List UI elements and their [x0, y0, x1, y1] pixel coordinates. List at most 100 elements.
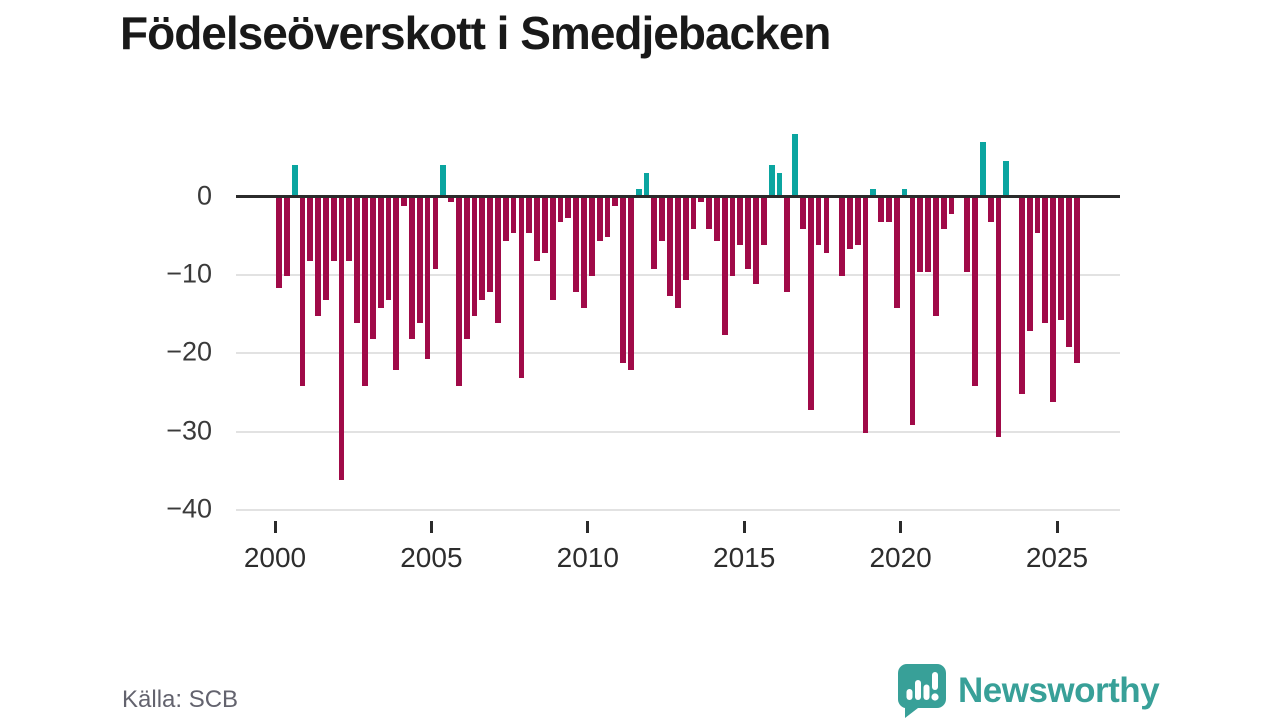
bar	[362, 198, 368, 387]
zero-axis-line	[236, 195, 1120, 198]
x-axis-tick-mark	[1055, 521, 1059, 533]
x-axis-tick-label: 2020	[869, 542, 932, 573]
bar	[479, 198, 486, 300]
bar	[471, 198, 478, 316]
bar	[1003, 161, 1010, 197]
gridline	[236, 352, 1120, 355]
bar	[714, 198, 720, 242]
source-label: Källa: SCB	[122, 686, 239, 713]
bar	[792, 133, 799, 197]
gridline	[236, 430, 1120, 433]
bar	[995, 198, 1002, 438]
bar	[659, 198, 666, 242]
bar	[893, 198, 900, 308]
bar	[972, 198, 978, 387]
x-axis-tick-label: 2005	[400, 542, 463, 573]
bar	[1019, 198, 1025, 394]
bar	[1073, 198, 1080, 363]
bar	[760, 198, 767, 246]
bar	[643, 172, 650, 197]
bar	[424, 198, 431, 359]
newsworthy-logo-icon	[898, 664, 946, 718]
bar	[276, 198, 282, 289]
bar	[612, 198, 619, 206]
bar	[416, 198, 423, 324]
bar	[737, 198, 744, 246]
bar	[393, 198, 400, 371]
x-axis-tick-label: 2000	[243, 542, 307, 573]
bar	[385, 198, 392, 300]
x-axis-tick-label: 2015	[713, 542, 776, 573]
bar	[495, 198, 501, 324]
bar	[463, 198, 470, 340]
bar	[620, 198, 626, 363]
bar	[526, 198, 533, 234]
bar	[948, 198, 955, 214]
bar	[1065, 198, 1072, 347]
bar	[964, 198, 971, 273]
bar	[886, 198, 892, 222]
bar	[690, 198, 697, 230]
y-axis-tick-label: −30	[166, 414, 212, 445]
y-axis-tick-label: 0	[196, 179, 212, 210]
bar	[800, 198, 806, 230]
bar	[628, 198, 634, 371]
bar	[315, 198, 321, 316]
bar	[1034, 198, 1041, 234]
x-axis-tick-mark	[429, 521, 433, 533]
bar	[596, 198, 603, 242]
bar	[432, 198, 439, 269]
bar	[291, 165, 298, 197]
bar	[440, 165, 447, 197]
newsworthy-logo-text: Newsworthy	[958, 671, 1160, 710]
x-axis-tick-mark	[586, 521, 590, 533]
bar	[979, 141, 986, 197]
bar	[823, 198, 830, 253]
bar	[307, 198, 314, 261]
bar	[354, 198, 361, 324]
bar	[346, 198, 353, 261]
bar	[854, 198, 861, 246]
bar	[940, 198, 947, 230]
bar	[698, 198, 705, 202]
y-axis-tick-label: −40	[166, 493, 212, 524]
bar	[807, 198, 814, 410]
bar	[682, 198, 689, 281]
bar	[909, 198, 916, 426]
bar	[706, 198, 712, 230]
bar	[409, 198, 415, 340]
bar	[667, 198, 673, 296]
bar	[729, 198, 736, 277]
x-axis-tick-mark	[273, 521, 277, 533]
bar	[932, 198, 939, 316]
bar	[541, 198, 548, 253]
bar	[651, 198, 658, 269]
bar	[870, 188, 877, 197]
bar	[604, 198, 611, 238]
bar	[987, 198, 994, 222]
bar	[323, 198, 329, 300]
bar	[510, 198, 517, 234]
bar	[674, 198, 681, 308]
y-axis-tick-label: −10	[166, 258, 212, 289]
bar	[1050, 198, 1057, 402]
bar	[557, 198, 564, 222]
bar	[338, 198, 345, 481]
bar	[815, 198, 822, 246]
bar	[534, 198, 540, 261]
bar	[846, 198, 853, 249]
bar	[518, 198, 525, 379]
x-axis-tick-label: 2010	[556, 542, 619, 573]
gridline	[236, 509, 1120, 512]
bar	[487, 198, 494, 293]
bar	[455, 198, 462, 387]
bar	[862, 198, 869, 434]
bar	[901, 188, 908, 197]
bar	[721, 198, 728, 336]
bar	[925, 198, 931, 273]
bar	[401, 198, 408, 206]
bar	[565, 198, 572, 218]
bar	[369, 198, 376, 340]
page-title: Födelseöverskott i Smedjebacken	[120, 7, 831, 59]
